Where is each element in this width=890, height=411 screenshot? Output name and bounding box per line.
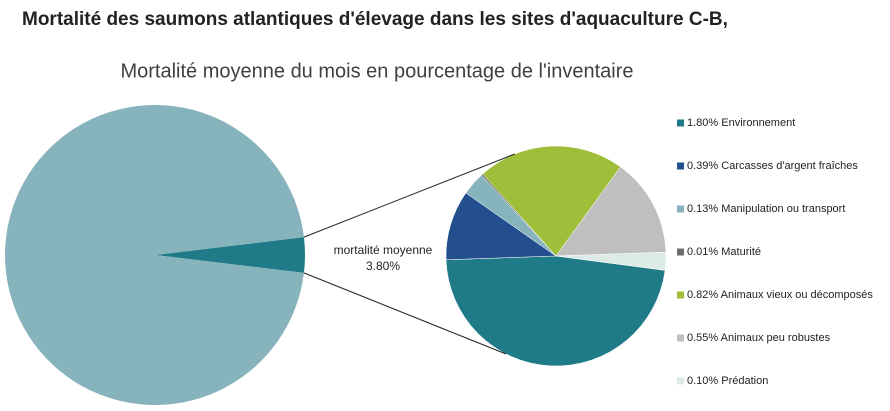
legend-name: Animaux peu robustes	[721, 332, 831, 344]
legend-label: 0.13% Manipulation ou transport	[687, 203, 845, 215]
legend-swatch	[677, 205, 684, 213]
legend-label: 1.80% Environnement	[687, 117, 795, 129]
data-label: 3.80%	[366, 259, 400, 273]
legend-label: 0.55% Animaux peu robustes	[687, 332, 831, 344]
legend-swatch	[677, 162, 684, 170]
chart-subtitle: Mortalité moyenne du mois en pourcentage…	[120, 60, 633, 82]
legend-value: 1.80%	[687, 117, 718, 129]
legend-swatch	[677, 119, 684, 127]
connector-line	[303, 153, 515, 238]
main-pie-slice	[155, 237, 305, 273]
legend-value: 0.13%	[687, 203, 718, 215]
connector-line	[303, 272, 507, 355]
legend-name: Animaux vieux ou décomposés	[721, 289, 874, 301]
legend-swatch	[677, 248, 684, 256]
legend-swatch	[677, 334, 684, 342]
chart-title: Mortalité des saumons atlantiques d'élev…	[22, 9, 728, 30]
sub-pie-slice	[555, 166, 667, 257]
legend-name: Maturité	[721, 246, 761, 258]
legend-label: 0.82% Animaux vieux ou décomposés	[687, 289, 873, 301]
legend-value: 0.82%	[687, 289, 718, 301]
legend-value: 0.01%	[687, 246, 718, 258]
legend-label: 0.01% Maturité	[687, 246, 761, 258]
legend-name: Environnement	[721, 117, 795, 129]
legend-swatch	[677, 377, 684, 385]
sub-pie-slice	[482, 145, 621, 257]
sub-pie-slice	[445, 255, 666, 367]
legend-value: 0.10%	[687, 375, 718, 387]
sub-pie-slice	[445, 192, 557, 261]
legend-name: Manipulation ou transport	[721, 203, 845, 215]
legend-value: 0.39%	[687, 160, 718, 172]
legend-label: 0.10% Prédation	[687, 375, 768, 387]
legend-name: Prédation	[721, 375, 768, 387]
legend-swatch	[677, 291, 684, 299]
legend-value: 0.55%	[687, 332, 718, 344]
main-pie-slice	[5, 105, 304, 406]
data-label: mortalité moyenne	[334, 243, 433, 257]
legend-label: 0.39% Carcasses d'argent fraîches	[687, 160, 858, 172]
legend-name: Carcasses d'argent fraîches	[721, 160, 858, 172]
sub-pie-slice	[555, 251, 667, 271]
